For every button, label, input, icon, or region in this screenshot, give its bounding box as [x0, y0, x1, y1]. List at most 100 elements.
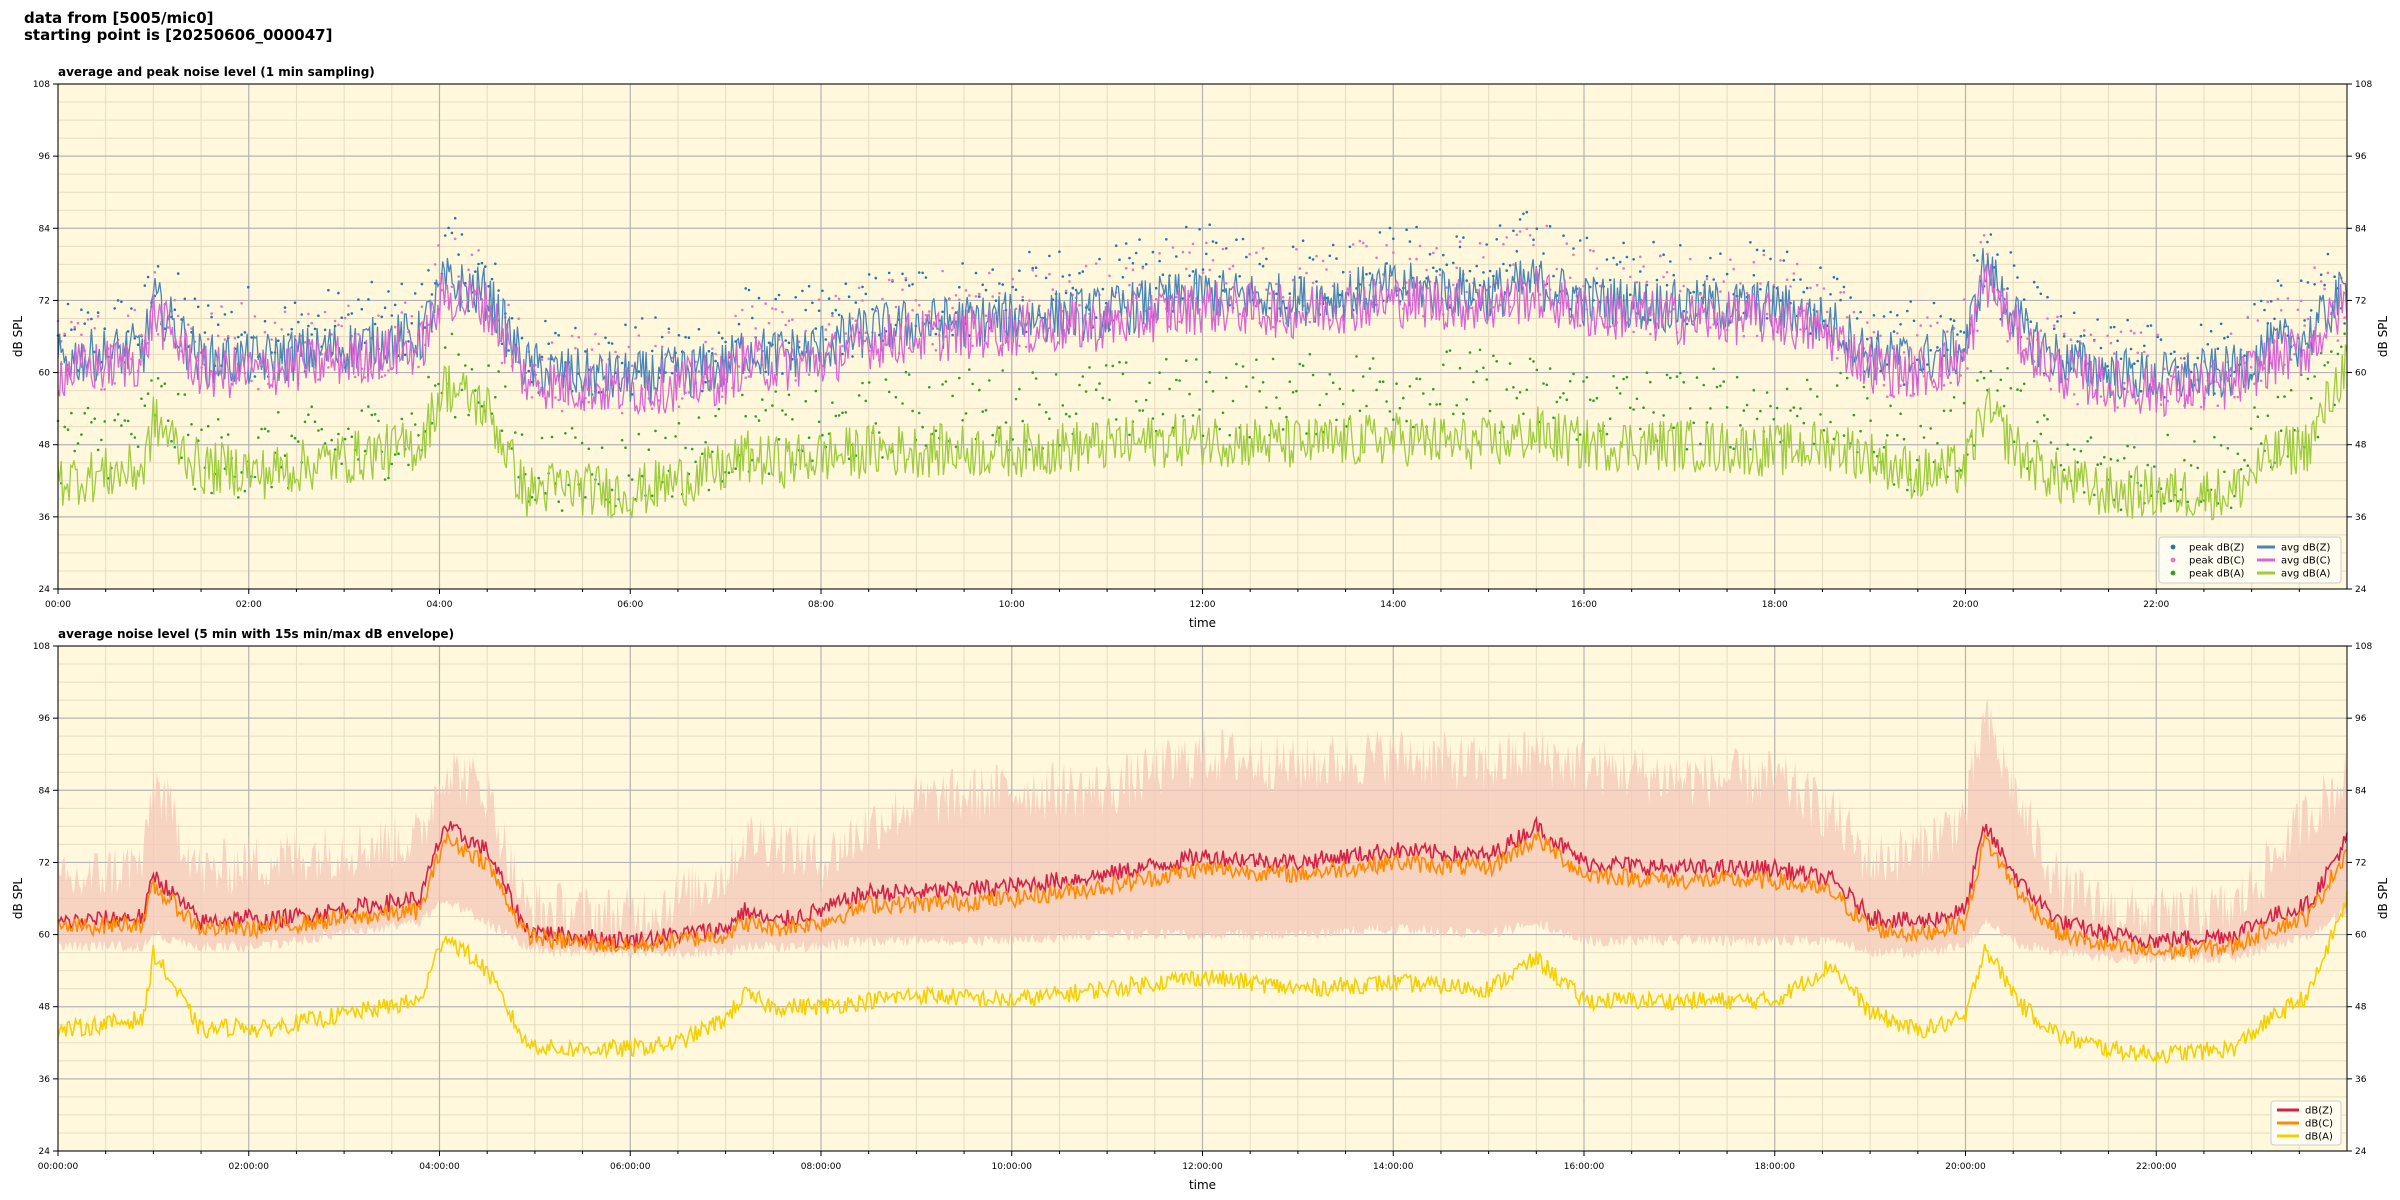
- scatter-point: [323, 442, 327, 445]
- scatter-point: [527, 369, 530, 373]
- scatter-point: [1832, 276, 1836, 279]
- y-tick-label-right: 96: [2355, 152, 2367, 162]
- scatter-point: [1191, 270, 1195, 273]
- scatter-point: [2126, 318, 2129, 322]
- scatter-point: [811, 459, 814, 463]
- scatter-point: [1759, 409, 1762, 413]
- scatter-point: [1625, 375, 1629, 379]
- scatter-point: [687, 391, 691, 394]
- scatter-point: [1839, 371, 1842, 375]
- scatter-point: [590, 473, 594, 476]
- scatter-point: [333, 324, 337, 328]
- scatter-point: [2303, 319, 2306, 322]
- scatter-point: [200, 428, 203, 432]
- scatter-point: [313, 327, 317, 331]
- x-tick-label: 20:00:00: [1945, 1162, 1986, 1172]
- scatter-point: [901, 402, 904, 405]
- scatter-point: [1578, 433, 1582, 436]
- scatter-point: [2076, 461, 2079, 464]
- scatter-point: [2099, 346, 2103, 350]
- scatter-point: [974, 295, 978, 298]
- scatter-point: [1705, 277, 1709, 281]
- scatter-point: [974, 271, 978, 275]
- scatter-point: [2049, 387, 2053, 391]
- scatter-point: [1542, 252, 1545, 255]
- scatter-point: [2276, 297, 2280, 301]
- scatter-point: [1245, 255, 1248, 259]
- scatter-point: [433, 263, 437, 266]
- scatter-point: [801, 289, 804, 293]
- scatter-point: [2093, 339, 2096, 343]
- scatter-point: [851, 317, 854, 320]
- scatter-point: [2186, 500, 2189, 504]
- scatter-point: [680, 397, 684, 400]
- scatter-point: [837, 297, 841, 301]
- scatter-point: [1208, 223, 1211, 226]
- scatter-point: [1608, 278, 1612, 282]
- scatter-point: [894, 305, 898, 309]
- scatter-point: [854, 301, 858, 304]
- scatter-point: [2012, 440, 2016, 444]
- scatter-point: [2123, 381, 2126, 385]
- scatter-point: [2266, 300, 2270, 304]
- scatter-point: [73, 328, 76, 331]
- scatter-point: [100, 388, 103, 391]
- scatter-point: [120, 300, 123, 304]
- scatter-point: [1028, 299, 1031, 302]
- scatter-point: [1689, 257, 1692, 261]
- scatter-point: [1649, 318, 1652, 322]
- scatter-point: [1936, 442, 1939, 445]
- scatter-point: [340, 462, 344, 466]
- scatter-point: [747, 288, 751, 292]
- scatter-point: [1205, 380, 1208, 384]
- scatter-point: [794, 379, 797, 382]
- scatter-point: [1432, 266, 1435, 270]
- scatter-point: [1642, 265, 1645, 268]
- scatter-point: [130, 307, 133, 310]
- scatter-point: [647, 448, 651, 452]
- scatter-point: [771, 404, 774, 407]
- scatter-point: [827, 323, 831, 326]
- scatter-point: [1482, 256, 1485, 259]
- scatter-point: [1792, 272, 1796, 275]
- scatter-point: [160, 384, 163, 388]
- scatter-point: [1639, 270, 1642, 273]
- scatter-point: [714, 414, 717, 418]
- scatter-point: [1061, 404, 1065, 407]
- scatter-point: [317, 378, 320, 381]
- scatter-point: [804, 308, 807, 312]
- scatter-point: [1595, 281, 1599, 285]
- scatter-point: [2119, 357, 2123, 361]
- scatter-point: [380, 375, 384, 379]
- y-tick-label-right: 108: [2355, 642, 2372, 652]
- scatter-point: [1952, 319, 1956, 323]
- scatter-point: [2012, 264, 2016, 267]
- scatter-point: [457, 275, 460, 278]
- scatter-point: [2002, 404, 2006, 408]
- scatter-point: [2133, 362, 2136, 366]
- scatter-point: [844, 332, 848, 335]
- scatter-point: [2276, 395, 2280, 399]
- scatter-point: [340, 324, 344, 328]
- scatter-point: [2196, 356, 2199, 360]
- scatter-point: [1268, 292, 1271, 295]
- scatter-point: [257, 436, 260, 439]
- scatter-point: [170, 439, 173, 443]
- scatter-point: [126, 330, 130, 333]
- scatter-point: [1859, 429, 1862, 433]
- scatter-point: [2183, 458, 2186, 462]
- scatter-point: [1388, 410, 1392, 413]
- scatter-point: [1298, 267, 1302, 270]
- scatter-point: [2052, 324, 2056, 327]
- scatter-point: [1886, 395, 1889, 399]
- scatter-point: [1301, 239, 1305, 242]
- scatter-point: [831, 401, 834, 405]
- scatter-point: [861, 285, 864, 289]
- scatter-point: [176, 392, 180, 396]
- scatter-point: [1265, 288, 1268, 292]
- scatter-point: [1735, 375, 1739, 379]
- scatter-point: [1482, 366, 1485, 370]
- scatter-point: [2039, 292, 2043, 296]
- scatter-point: [1629, 293, 1632, 297]
- scatter-point: [1752, 260, 1756, 264]
